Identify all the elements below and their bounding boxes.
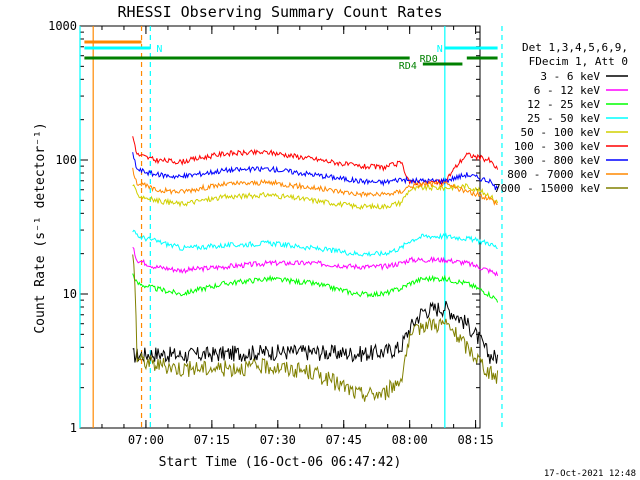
series-line [132,183,499,211]
y-axis-label: Count Rate (s⁻¹ detector⁻¹) [33,122,48,333]
legend-header: Det 1,3,4,5,6,9, FDecim 1, Att 0 [522,41,628,68]
series-line [132,167,498,206]
status-bar-label: RD4 [399,61,417,72]
x-tick-label: 07:45 [326,433,362,447]
legend-label: 3 - 6 keV [540,70,600,83]
legend-label: 25 - 50 keV [527,112,600,125]
legend-label: 50 - 100 keV [521,126,601,139]
legend-header-line: FDecim 1, Att 0 [529,55,628,68]
y-tick-label: 1 [70,421,77,435]
series-line [132,273,499,303]
status-bar-label: RD0 [420,54,438,65]
legend-header-line: Det 1,3,4,5,6,9, [522,41,628,54]
series-line [132,246,499,277]
legend-label: 7000 - 15000 keV [494,182,600,195]
y-tick-label: 10 [63,287,77,301]
x-axis-label: Start Time (16-Oct-06 06:47:42) [159,455,402,470]
y-tick-label: 100 [55,153,77,167]
footer-timestamp: 17-Oct-2021 12:48 [544,469,636,479]
plot-frame [79,25,481,429]
x-tick-label: 08:15 [458,433,494,447]
y-tick-label: 1000 [48,19,77,33]
series-line [132,229,498,257]
legend-label: 6 - 12 keV [534,84,601,97]
legend-label: 800 - 7000 keV [507,168,600,181]
series-line [132,254,499,402]
legend-label: 300 - 800 keV [514,154,600,167]
plot-area: 1 10 100 1000 07:00 07:15 07:30 07:45 08:00 08:15… [48,19,628,447]
legend-label: 100 - 300 keV [514,140,600,153]
series-line [132,300,499,365]
x-tick-label: 07:15 [194,433,230,447]
chart-title: RHESSI Observing Summary Count Rates [117,3,442,21]
x-tick-label: 07:30 [260,433,296,447]
status-bar-label: N [156,44,162,55]
x-tick-label: 07:00 [128,433,164,447]
x-tick-label: 08:00 [392,433,428,447]
legend-label: 12 - 25 keV [527,98,600,111]
status-bar-label: N [437,44,443,55]
series-line [132,152,499,191]
